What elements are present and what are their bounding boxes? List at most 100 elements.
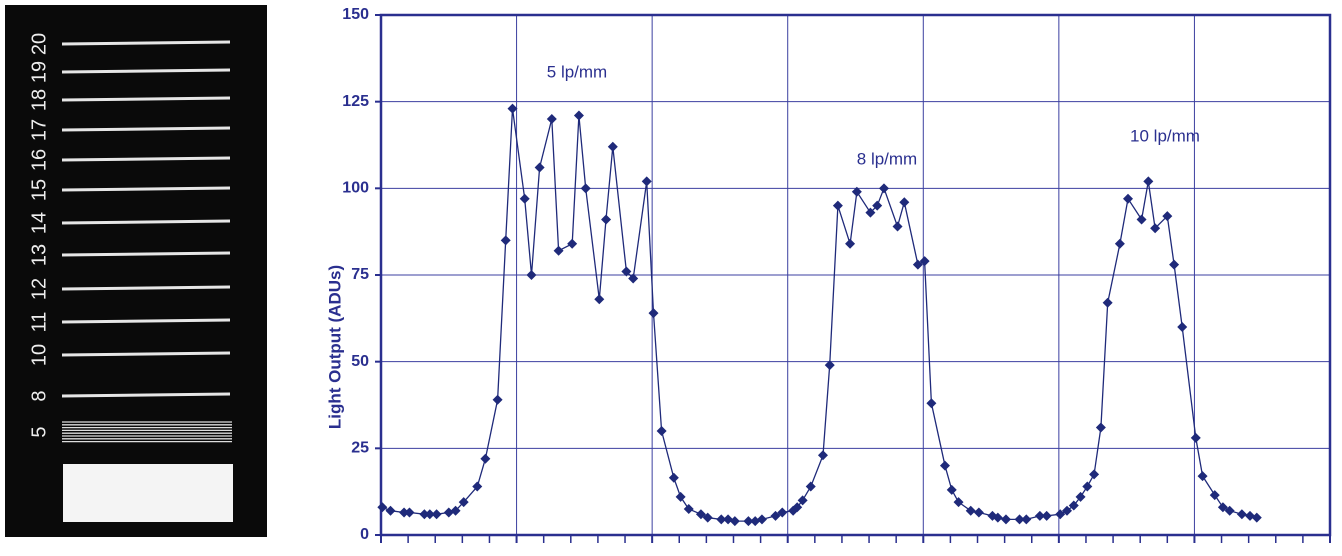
pattern-background: [5, 5, 267, 537]
pattern-line: [62, 287, 230, 289]
data-marker: [508, 104, 518, 114]
data-marker: [657, 426, 667, 436]
data-marker: [954, 497, 964, 507]
y-tick-label: 100: [342, 180, 369, 197]
data-marker: [947, 485, 957, 495]
y-tick-label: 50: [351, 353, 369, 370]
pattern-label: 10: [28, 344, 50, 366]
data-marker: [669, 473, 679, 483]
data-marker: [1115, 239, 1125, 249]
y-tick-label: 75: [351, 266, 369, 283]
data-marker: [1177, 322, 1187, 332]
data-marker: [526, 270, 536, 280]
data-marker: [567, 239, 577, 249]
pattern-line: [62, 128, 230, 130]
data-marker: [1137, 215, 1147, 225]
pattern-label: 13: [28, 244, 50, 266]
data-marker: [818, 450, 828, 460]
data-marker: [1096, 423, 1106, 433]
data-marker: [1123, 194, 1133, 204]
data-marker: [1191, 433, 1201, 443]
data-marker: [1001, 514, 1011, 524]
pattern-line: [62, 188, 230, 190]
data-marker: [601, 215, 611, 225]
pattern-label: 12: [28, 278, 50, 300]
data-marker: [750, 516, 760, 526]
data-marker: [581, 183, 591, 193]
y-axis-label: Light Output (ADUs): [325, 265, 344, 429]
data-marker: [833, 201, 843, 211]
data-marker: [535, 163, 545, 173]
data-marker: [444, 507, 454, 517]
pattern-line: [62, 42, 230, 44]
data-marker: [432, 509, 442, 519]
data-marker: [554, 246, 564, 256]
data-marker: [1021, 514, 1031, 524]
pattern-line: [62, 70, 230, 72]
data-marker: [684, 504, 694, 514]
y-tick-label: 25: [351, 440, 369, 457]
data-marker: [594, 294, 604, 304]
annotation: 5 lp/mm: [547, 62, 607, 81]
pattern-label: 17: [28, 119, 50, 141]
figure: 5 8 10 11 12 13 14 15 16 17 18 19 20 Light Output (A…: [0, 0, 1342, 551]
data-marker: [547, 114, 557, 124]
data-marker: [806, 481, 816, 491]
pattern-label: 11: [28, 312, 50, 333]
pattern-label: 19: [28, 61, 50, 83]
y-tick-label: 125: [342, 93, 369, 110]
data-marker: [404, 507, 414, 517]
annotation: 8 lp/mm: [857, 149, 917, 168]
data-marker: [1042, 511, 1052, 521]
test-pattern-image: 5 8 10 11 12 13 14 15 16 17 18 19 20: [5, 5, 267, 537]
data-marker: [1245, 511, 1255, 521]
data-marker: [493, 395, 503, 405]
data-marker: [574, 111, 584, 121]
pattern-line: [62, 353, 230, 355]
annotation: 10 lp/mm: [1130, 126, 1200, 145]
data-marker: [893, 221, 903, 231]
data-marker: [879, 183, 889, 193]
data-marker: [480, 454, 490, 464]
data-marker: [642, 176, 652, 186]
data-marker: [723, 514, 733, 524]
data-marker: [1089, 469, 1099, 479]
data-marker: [501, 235, 511, 245]
data-marker: [845, 239, 855, 249]
pattern-label: 14: [28, 212, 50, 234]
data-marker: [757, 514, 767, 524]
data-marker: [520, 194, 530, 204]
data-marker: [730, 516, 740, 526]
pattern-label: 15: [28, 179, 50, 201]
pattern-label: 18: [28, 89, 50, 111]
data-marker: [899, 197, 909, 207]
data-marker: [1082, 481, 1092, 491]
data-marker: [648, 308, 658, 318]
data-marker: [1169, 260, 1179, 270]
pattern-line: [62, 98, 230, 100]
data-marker: [1103, 298, 1113, 308]
data-marker: [1237, 509, 1247, 519]
pattern-label: 5: [28, 426, 50, 437]
data-marker: [940, 461, 950, 471]
pattern-line: [62, 253, 230, 255]
pattern-line: [62, 221, 230, 223]
data-marker: [1252, 513, 1262, 523]
pattern-label: 20: [28, 33, 50, 55]
y-tick-label: 0: [360, 526, 369, 543]
pattern-line: [62, 320, 230, 322]
data-marker: [676, 492, 686, 502]
y-tick-label: 150: [342, 6, 369, 23]
pattern-line: [62, 158, 230, 160]
pattern-label: 16: [28, 149, 50, 171]
pattern-line: [62, 394, 230, 396]
data-marker: [1198, 471, 1208, 481]
data-marker: [608, 142, 618, 152]
data-marker: [974, 507, 984, 517]
pattern-label: 8: [28, 390, 50, 401]
data-marker: [926, 398, 936, 408]
data-line: [382, 109, 1256, 521]
data-marker: [1143, 176, 1153, 186]
data-marker: [1210, 490, 1220, 500]
data-marker: [966, 506, 976, 516]
